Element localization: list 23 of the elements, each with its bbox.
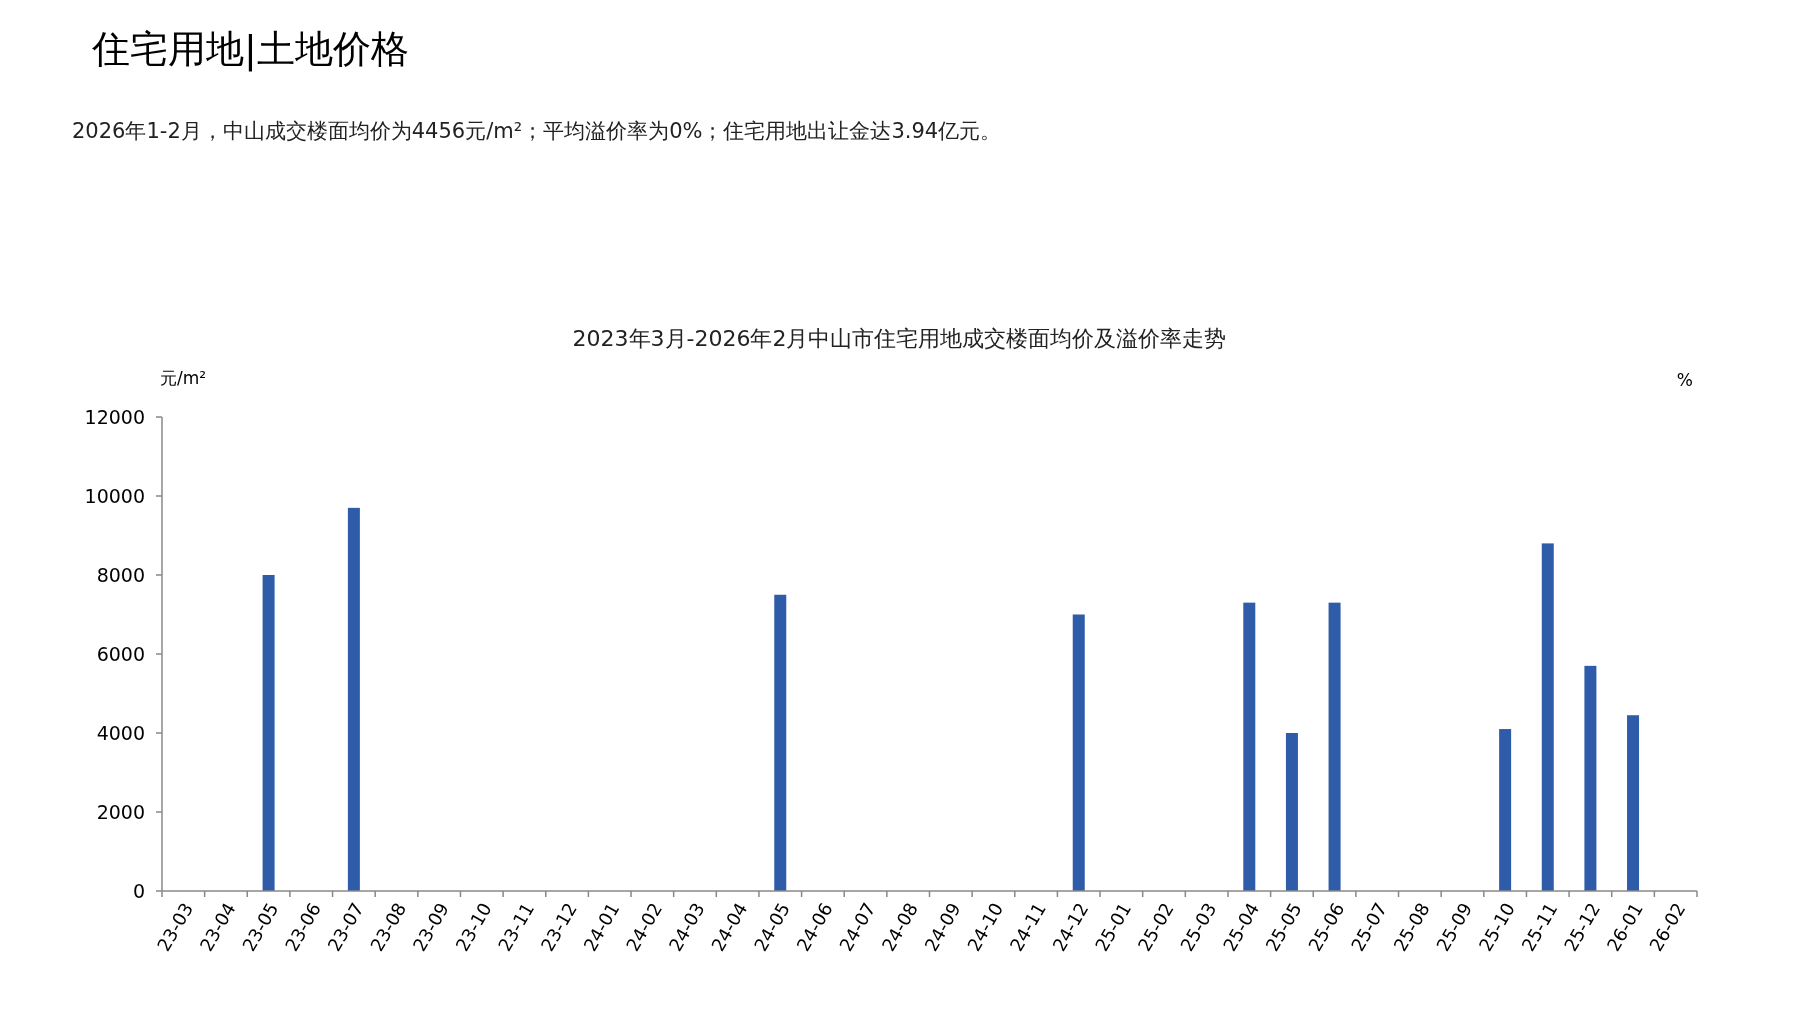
y-tick-label: 8000	[96, 564, 145, 586]
text: 2026年1-2月，中山成交楼面均价为4456元/m²；平均溢价率为0%；住宅用地出让金达3.94亿元。	[72, 119, 1002, 143]
bar	[262, 575, 275, 891]
bar	[1328, 602, 1341, 891]
y-tick-label: 4000	[96, 722, 145, 744]
bar	[1243, 602, 1256, 891]
bar	[1541, 543, 1554, 891]
bar	[347, 507, 360, 891]
bar	[1499, 729, 1512, 891]
text: 住宅用地|土地价格	[91, 27, 409, 72]
y-axis-title: 元/m²	[160, 368, 207, 388]
bar	[1627, 715, 1640, 891]
bar	[1285, 733, 1298, 891]
chart-title: 2023年3月-2026年2月中山市住宅用地成交楼面均价及溢价率走势	[572, 326, 1227, 351]
y-tick-label: 12000	[84, 406, 145, 428]
bar	[774, 594, 787, 891]
y-tick-label: 6000	[96, 643, 145, 665]
bar	[1072, 614, 1085, 891]
y-tick-label: 10000	[84, 485, 145, 507]
y-tick-label: 2000	[96, 801, 145, 823]
y2-axis-title: %	[1676, 370, 1693, 390]
y-tick-label: 0	[132, 880, 145, 902]
bar	[1584, 665, 1597, 891]
